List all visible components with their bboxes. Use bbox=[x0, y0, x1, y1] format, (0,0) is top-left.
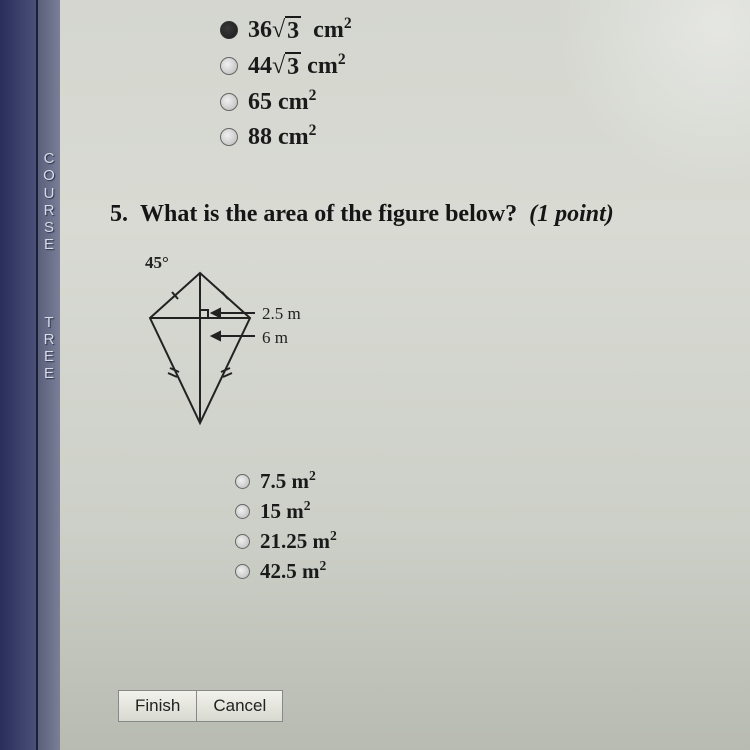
option-text: 21.25 m2 bbox=[260, 528, 337, 554]
side-label-char: E bbox=[44, 365, 54, 382]
q5-option-0[interactable]: 7.5 m2 bbox=[235, 468, 730, 494]
option-text: 15 m2 bbox=[260, 498, 311, 524]
option-text: 65 cm2 bbox=[248, 87, 316, 116]
side-label-char: R bbox=[44, 331, 55, 348]
side-label-char: E bbox=[44, 348, 54, 365]
radio-icon[interactable] bbox=[235, 564, 250, 579]
dim-label-1: 2.5 m bbox=[262, 304, 301, 323]
question-points: (1 point) bbox=[529, 201, 614, 227]
option-text: 44√3 cm2 bbox=[248, 51, 346, 81]
finish-button[interactable]: Finish bbox=[118, 690, 197, 722]
quiz-content: 36√3 cm2 44√3 cm2 65 cm2 88 cm2 5. What … bbox=[60, 0, 750, 750]
side-label-char: O bbox=[43, 167, 55, 184]
side-label-char: C bbox=[44, 150, 55, 167]
q5-option-1[interactable]: 15 m2 bbox=[235, 498, 730, 524]
q5-option-2[interactable]: 21.25 m2 bbox=[235, 528, 730, 554]
cancel-button[interactable]: Cancel bbox=[197, 690, 283, 722]
q4-option-1[interactable]: 44√3 cm2 bbox=[220, 51, 730, 81]
button-bar: Finish Cancel bbox=[118, 690, 283, 722]
option-text: 36√3 cm2 bbox=[248, 15, 352, 45]
side-label-char: T bbox=[44, 314, 53, 331]
q4-option-0[interactable]: 36√3 cm2 bbox=[220, 15, 730, 45]
q4-answer-options: 36√3 cm2 44√3 cm2 65 cm2 88 cm2 bbox=[220, 15, 730, 151]
side-label-course-tree[interactable]: C O U R S E T R E E bbox=[38, 0, 60, 750]
option-text: 7.5 m2 bbox=[260, 468, 316, 494]
question-number: 5. bbox=[110, 201, 128, 227]
side-label-char: U bbox=[44, 185, 55, 202]
side-label-char: E bbox=[44, 236, 54, 253]
option-text: 88 cm2 bbox=[248, 122, 316, 151]
option-text: 42.5 m2 bbox=[260, 558, 326, 584]
radio-checked-icon[interactable] bbox=[220, 21, 238, 39]
side-label-char: R bbox=[44, 202, 55, 219]
radio-icon[interactable] bbox=[235, 504, 250, 519]
radio-icon[interactable] bbox=[235, 534, 250, 549]
q5-answer-options: 7.5 m2 15 m2 21.25 m2 42.5 m2 bbox=[235, 468, 730, 584]
q4-option-3[interactable]: 88 cm2 bbox=[220, 122, 730, 151]
radio-icon[interactable] bbox=[235, 474, 250, 489]
q5-option-3[interactable]: 42.5 m2 bbox=[235, 558, 730, 584]
radio-icon[interactable] bbox=[220, 93, 238, 111]
radio-icon[interactable] bbox=[220, 128, 238, 146]
radio-icon[interactable] bbox=[220, 57, 238, 75]
q5-figure-kite: 45° 2.5 m 6 m bbox=[140, 253, 730, 438]
dim-label-2: 6 m bbox=[262, 328, 288, 347]
q5-prompt: 5. What is the area of the figure below?… bbox=[110, 201, 730, 228]
angle-label: 45° bbox=[145, 253, 169, 272]
window-frame-left bbox=[0, 0, 38, 750]
q4-option-2[interactable]: 65 cm2 bbox=[220, 87, 730, 116]
side-label-char: S bbox=[44, 219, 54, 236]
question-text: What is the area of the figure below? bbox=[140, 201, 517, 227]
